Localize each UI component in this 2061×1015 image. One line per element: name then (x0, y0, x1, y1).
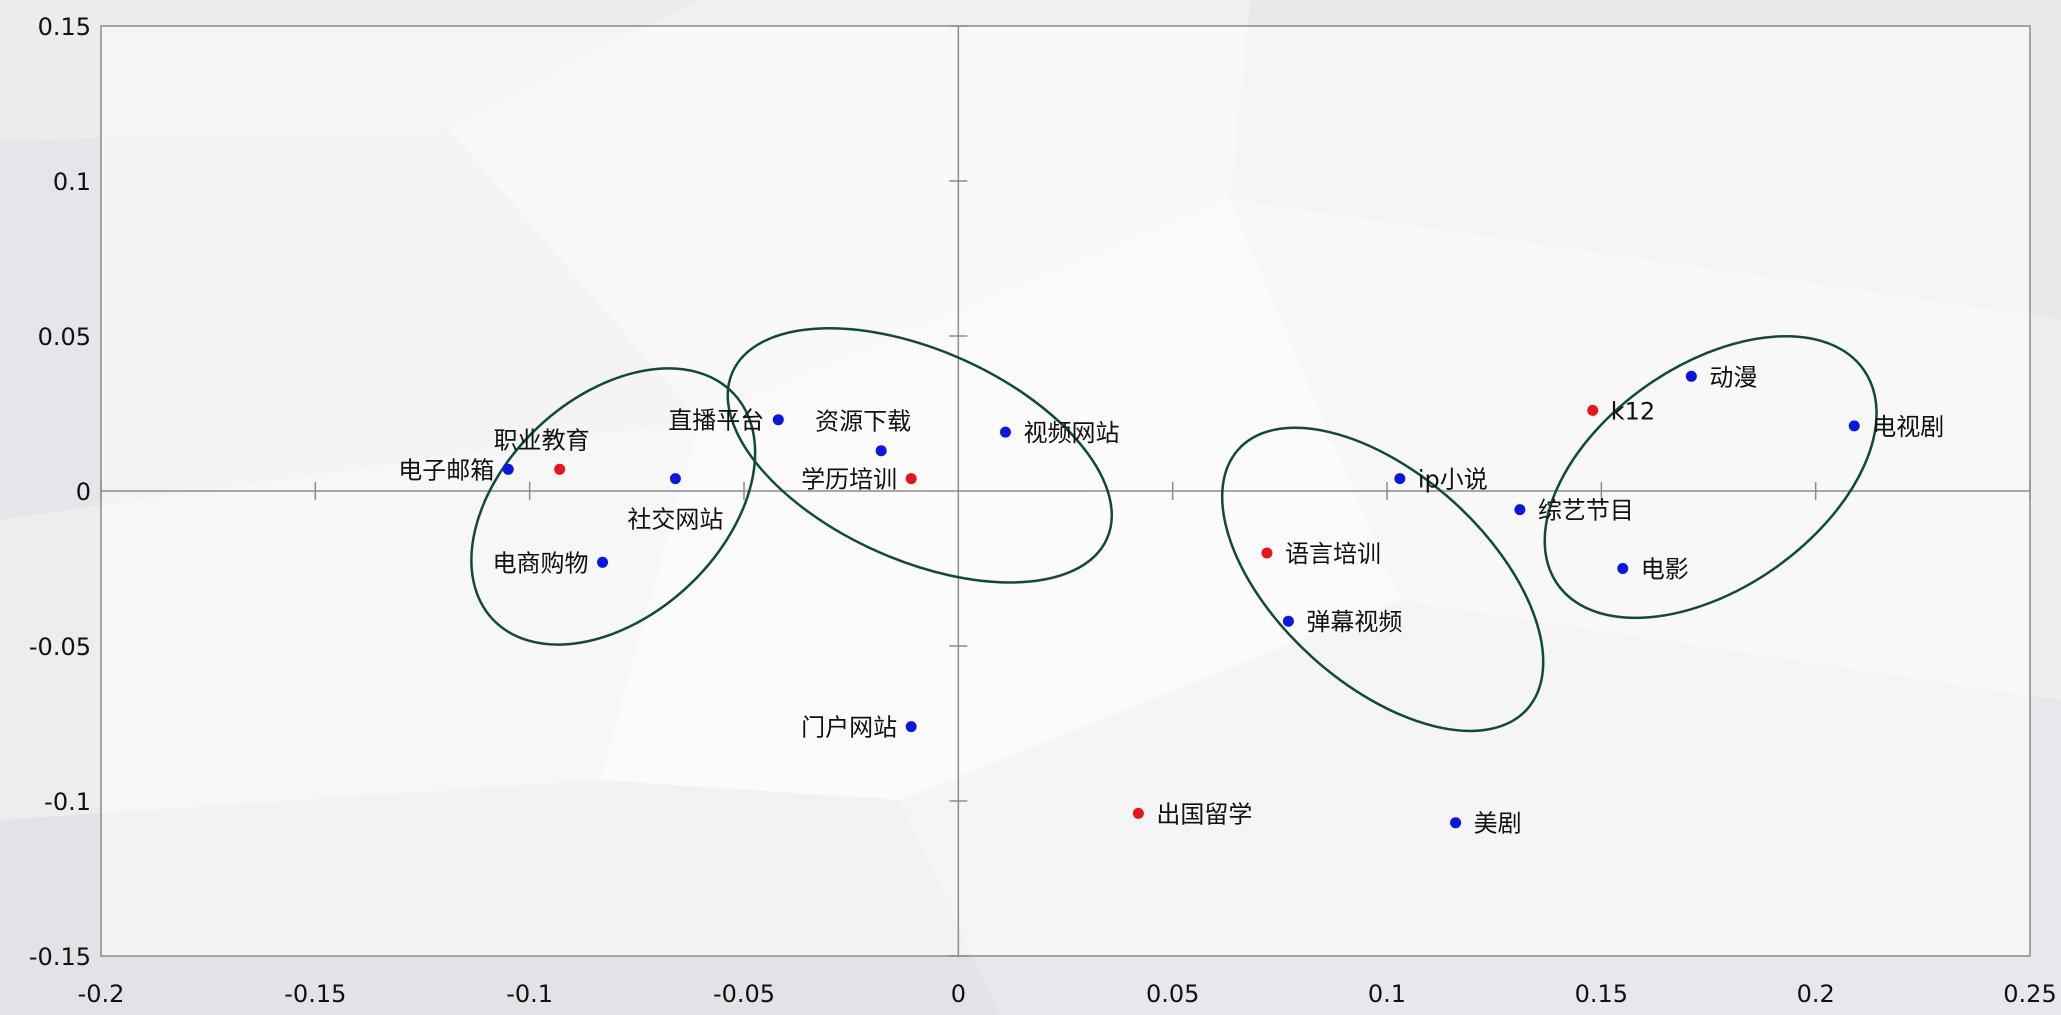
point-15 (1514, 504, 1526, 516)
point-6 (875, 445, 887, 457)
x-tick-label: 0 (951, 980, 966, 1008)
point-8 (999, 426, 1011, 438)
cluster-ellipse-4 (1543, 334, 1878, 620)
point-label-14: ip小说 (1418, 466, 1488, 494)
cluster-ellipses (470, 327, 1878, 733)
point-11 (1450, 817, 1462, 829)
point-label-5: 直播平台 (668, 407, 764, 435)
point-label-6: 资源下载 (815, 408, 911, 436)
x-tick-label: 0.25 (2003, 980, 2056, 1008)
x-tick-label: -0.1 (506, 980, 553, 1008)
point-label-1: 电子邮箱 (398, 456, 494, 484)
point-5 (772, 414, 784, 426)
y-tick-label: -0.15 (29, 943, 91, 971)
point-label-11: 美剧 (1474, 810, 1522, 838)
point-18 (1848, 420, 1860, 432)
point-14 (1394, 473, 1406, 485)
point-19 (1617, 563, 1629, 574)
axes (100, 25, 2031, 957)
point-label-8: 视频网站 (1023, 419, 1119, 447)
cluster-ellipse-1 (470, 367, 757, 646)
tick-labels: -0.2 -0.15 -0.1 -0.05 0 0.05 0.1 0.15 0.2 0.25 0.1… (29, 13, 2057, 1008)
data-points (502, 370, 1860, 829)
point-2 (554, 463, 566, 475)
point-3 (669, 473, 681, 485)
point-label-15: 综艺节目 (1538, 497, 1634, 525)
point-9 (905, 721, 917, 733)
point-7 (905, 473, 917, 485)
point-label-3: 社交网站 (627, 506, 723, 534)
point-label-18: 电视剧 (1872, 413, 1944, 441)
point-4 (597, 556, 609, 568)
x-tick-label: -0.2 (78, 980, 125, 1008)
point-16 (1587, 404, 1599, 416)
point-label-4: 电商购物 (493, 549, 589, 577)
cluster-ellipse-3 (1220, 426, 1545, 733)
y-tick-label: -0.1 (44, 788, 91, 816)
x-tick-label: -0.15 (284, 980, 346, 1008)
point-label-10: 出国留学 (1156, 800, 1252, 828)
point-label-16: k12 (1611, 397, 1655, 425)
point-1 (502, 463, 514, 475)
y-tick-label: 0.15 (38, 13, 91, 41)
point-13 (1282, 615, 1294, 627)
point-label-13: 弹幕视频 (1306, 608, 1402, 636)
point-label-9: 门户网站 (801, 714, 897, 742)
point-10 (1132, 807, 1144, 819)
x-tick-label: 0.1 (1368, 980, 1406, 1008)
point-12 (1261, 547, 1273, 559)
x-tick-label: 0.2 (1797, 980, 1835, 1008)
point-label-17: 动漫 (1709, 363, 1757, 391)
y-tick-label: -0.05 (29, 633, 91, 661)
y-tick-label: 0.05 (38, 323, 91, 351)
point-label-12: 语言培训 (1285, 540, 1381, 568)
y-tick-label: 0 (76, 478, 91, 506)
x-tick-label: 0.15 (1575, 980, 1628, 1008)
point-label-7: 学历培训 (801, 466, 897, 494)
point-label-19: 电影 (1641, 556, 1689, 584)
x-tick-label: -0.05 (713, 980, 775, 1008)
point-17 (1685, 370, 1697, 382)
point-label-2: 职业教育 (494, 426, 590, 454)
cluster-ellipse-2 (726, 327, 1114, 584)
x-tick-label: 0.05 (1146, 980, 1199, 1008)
y-tick-label: 0.1 (53, 168, 91, 196)
